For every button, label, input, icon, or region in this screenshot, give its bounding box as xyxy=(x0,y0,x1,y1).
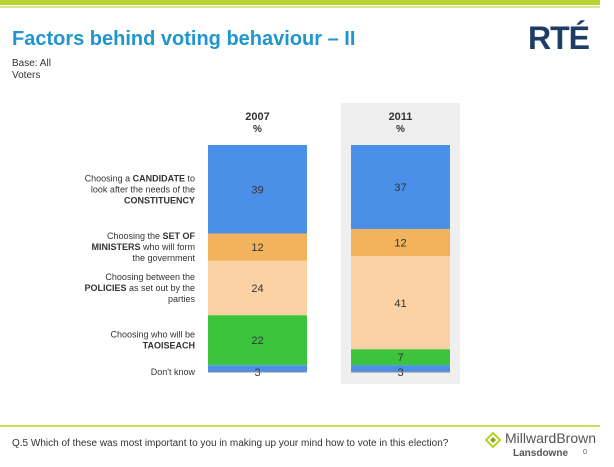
data-label: 12 xyxy=(251,242,263,254)
series-label: Choosing a CANDIDATE to look after the ne… xyxy=(85,173,195,205)
bar-segment xyxy=(208,233,307,261)
series-label: Don't know xyxy=(151,367,196,377)
bar-segment xyxy=(351,349,450,366)
data-label: 7 xyxy=(397,352,403,364)
category-unit: % xyxy=(253,124,262,135)
bar-segment xyxy=(351,365,450,372)
survey-question: Q.5 Which of these was most important to… xyxy=(12,438,449,449)
category-label: 2011 xyxy=(389,111,413,123)
bar-segment xyxy=(208,365,307,372)
bar-segment xyxy=(351,145,450,229)
footer-divider xyxy=(0,425,600,427)
bar-segment xyxy=(208,145,307,234)
bar-segment xyxy=(351,256,450,350)
base-line-1: Base: All xyxy=(12,58,51,69)
bar-segment xyxy=(208,315,307,366)
bar-segment xyxy=(351,228,450,257)
brand-name: MillwardBrown xyxy=(505,430,597,446)
rte-logo: RTÉ xyxy=(528,20,590,56)
series-label: Choosing the SET OF MINISTERS who will fo… xyxy=(91,231,195,263)
brand-sub: Lansdowne xyxy=(513,448,569,459)
bar-segment xyxy=(208,260,307,316)
data-label: 22 xyxy=(251,335,263,347)
data-label: 12 xyxy=(394,238,406,250)
data-label: 39 xyxy=(251,184,263,196)
base-note: Base: All Voters xyxy=(12,58,51,82)
data-label: 37 xyxy=(394,182,406,194)
data-label: 3 xyxy=(254,367,260,379)
series-label: Choosing between the POLICIES as set out … xyxy=(84,272,195,304)
category-label: 2007 xyxy=(245,111,269,123)
millward-brown-icon xyxy=(485,432,501,448)
series-label: Choosing who will be TAOISEACH xyxy=(110,330,195,351)
millward-brown-logo: MillwardBrown Lansdowne xyxy=(485,428,605,462)
base-line-2: Voters xyxy=(12,70,41,81)
category-unit: % xyxy=(396,124,405,135)
page-title: Factors behind voting behaviour – II xyxy=(12,28,356,50)
top-accent-bar xyxy=(0,0,614,12)
page-number: 0 xyxy=(583,449,587,456)
data-label: 41 xyxy=(394,298,406,310)
data-label: 24 xyxy=(251,283,263,295)
data-label: 3 xyxy=(397,367,403,379)
